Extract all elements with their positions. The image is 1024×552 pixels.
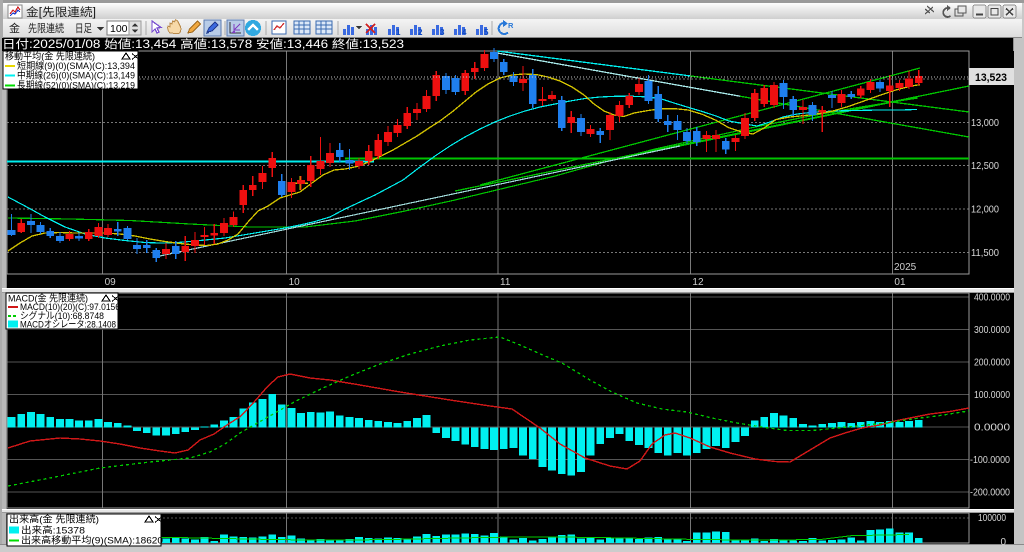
svg-text:1: 1	[396, 28, 401, 37]
svg-text:100000: 100000	[978, 513, 1006, 524]
svg-text:01: 01	[894, 277, 906, 288]
svg-text:シグナル(10):68.8748: シグナル(10):68.8748	[20, 310, 104, 322]
svg-text:2: 2	[418, 28, 423, 37]
svg-text:短期線(9)(0)(SMA)(C):13,394: 短期線(9)(0)(SMA)(C):13,394	[17, 60, 135, 72]
svg-text:-200.0000: -200.0000	[970, 488, 1010, 499]
svg-text:12,000: 12,000	[971, 204, 999, 216]
svg-text:11: 11	[500, 277, 511, 288]
svg-text:0.0000: 0.0000	[974, 423, 1011, 434]
svg-text:出来高移動平均(9)(SMA):18620: 出来高移動平均(9)(SMA):18620	[21, 535, 163, 547]
svg-text:4: 4	[462, 28, 467, 37]
svg-text:12,500: 12,500	[971, 160, 999, 172]
svg-text:13,523: 13,523	[975, 72, 1007, 84]
svg-text:日付:2025/01/08 始値:13,454 高値:13,: 日付:2025/01/08 始値:13,454 高値:13,578 安値:13,…	[2, 37, 404, 51]
svg-text:5: 5	[484, 28, 489, 37]
svg-text:12: 12	[692, 277, 704, 288]
svg-text:300.0000: 300.0000	[974, 325, 1010, 336]
svg-text:MACD(金 先限連続): MACD(金 先限連続)	[8, 293, 88, 305]
svg-text:移動平均(金 先限連続): 移動平均(金 先限連続)	[5, 51, 95, 63]
svg-text:MACDオシレータ:28.1408: MACDオシレータ:28.1408	[20, 320, 116, 331]
svg-text:金[先限連続]: 金[先限連続]	[26, 5, 96, 19]
svg-text:09: 09	[105, 277, 117, 288]
svg-text:先限連続: 先限連続	[28, 21, 64, 35]
svg-text:-100.0000: -100.0000	[970, 455, 1010, 466]
svg-text:中期線(26)(0)(SMA)(C):13,149: 中期線(26)(0)(SMA)(C):13,149	[17, 70, 135, 82]
svg-text:11,500: 11,500	[971, 247, 999, 259]
svg-text:長期線(52)(0)(SMA)(C):13,219: 長期線(52)(0)(SMA)(C):13,219	[17, 79, 135, 91]
svg-text:13,000: 13,000	[971, 117, 999, 129]
svg-text:100: 100	[110, 23, 128, 35]
svg-text:R: R	[508, 21, 514, 30]
svg-text:100.0000: 100.0000	[974, 390, 1010, 401]
svg-text:400.0000: 400.0000	[974, 293, 1010, 304]
svg-text:200.0000: 200.0000	[974, 358, 1010, 369]
svg-text:出来高:15378: 出来高:15378	[21, 525, 85, 537]
svg-text:出来高(金 先限連続): 出来高(金 先限連続)	[9, 514, 99, 526]
svg-text:日足: 日足	[75, 23, 92, 35]
svg-text:0: 0	[1000, 537, 1006, 548]
svg-text:金: 金	[9, 21, 20, 35]
svg-text:10: 10	[289, 277, 301, 288]
svg-text:2025: 2025	[894, 262, 917, 273]
svg-text:MACD(10)(20)(C):97.0156: MACD(10)(20)(C):97.0156	[20, 302, 120, 313]
svg-text:3: 3	[440, 28, 445, 37]
